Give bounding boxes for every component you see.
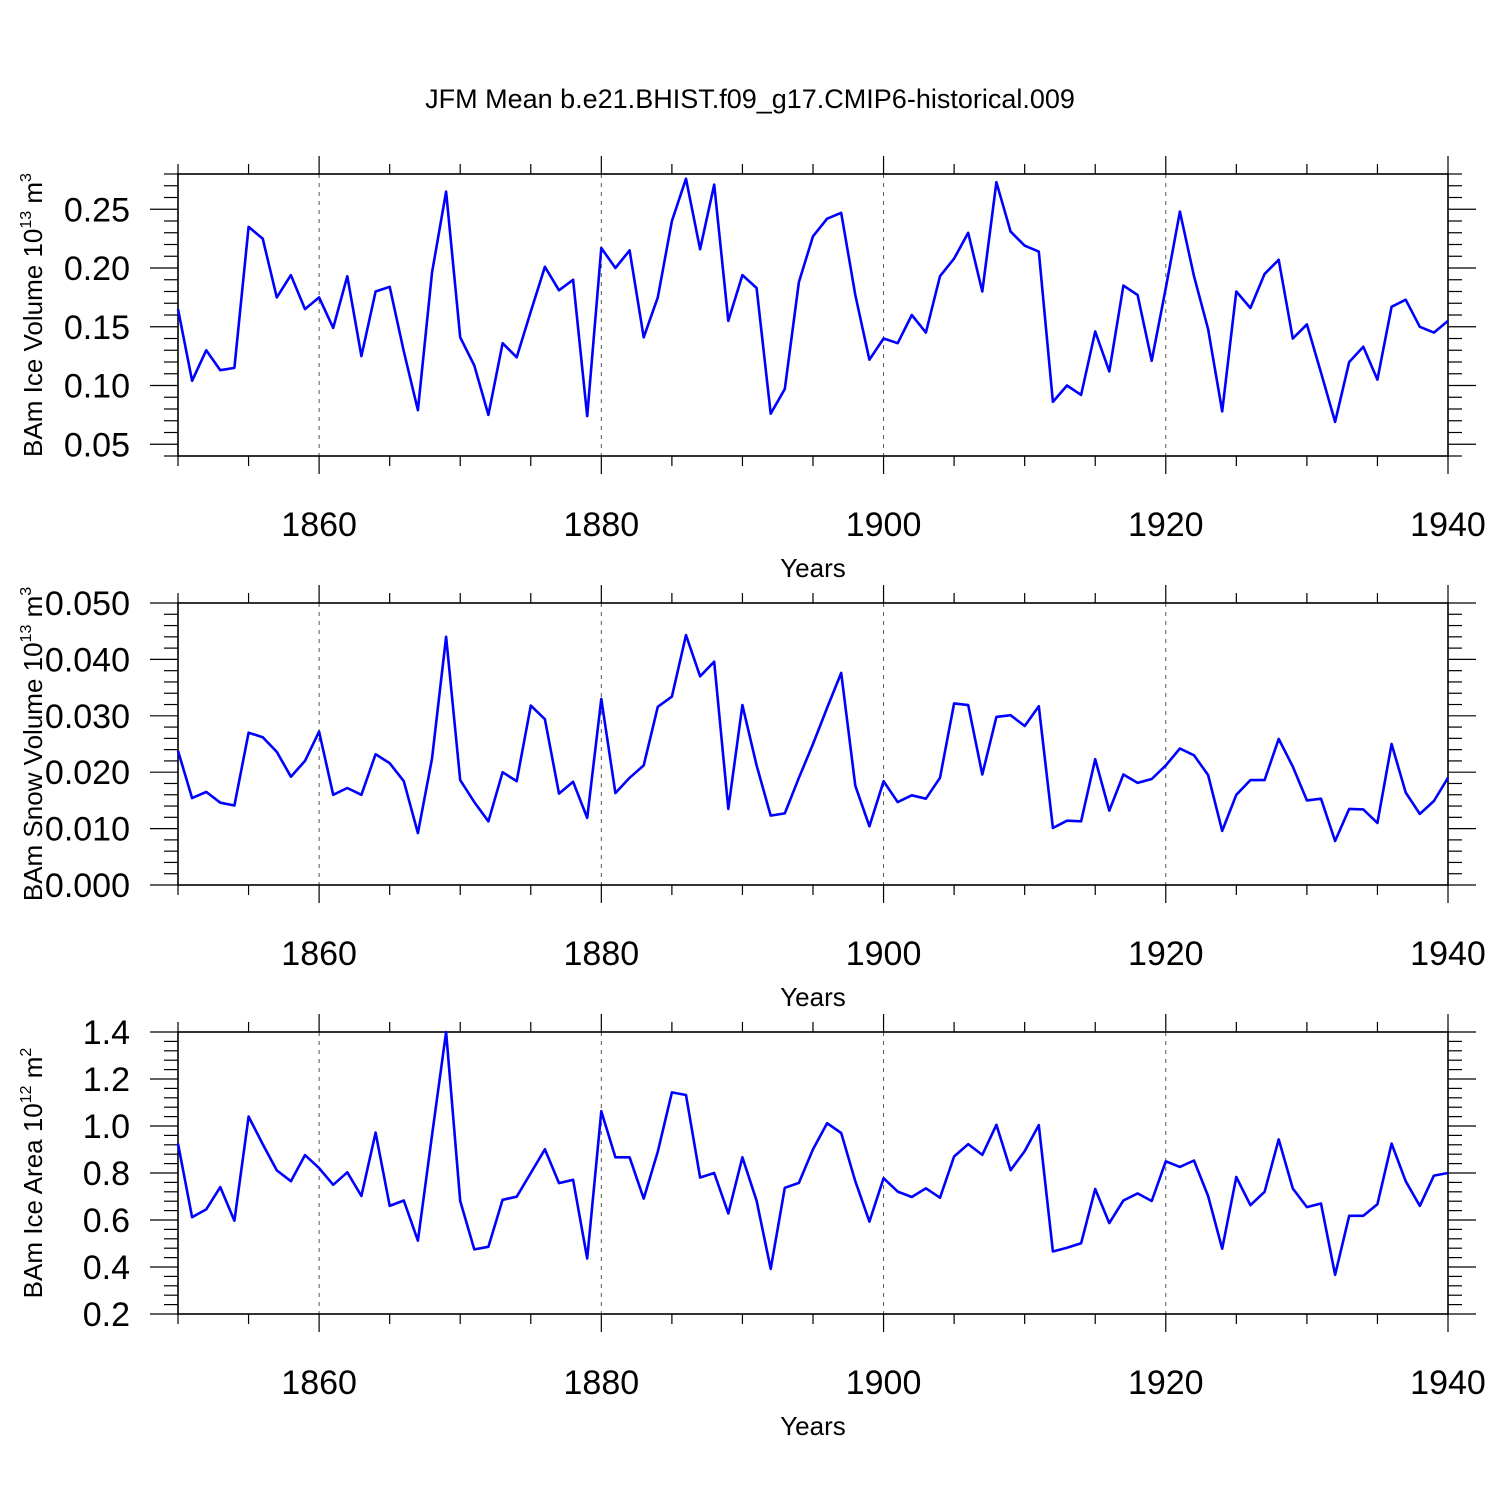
x-axis-title: Years bbox=[780, 553, 846, 583]
series-line bbox=[176, 1030, 1449, 1277]
y-axis-title: BAm Ice Volume 1013 m3 bbox=[18, 173, 48, 457]
x-tick-label: 1940 bbox=[1410, 1364, 1486, 1402]
panel-2: 0.000 0.010 0.020 0.030 0.040 0.050 1860 1880 19… bbox=[18, 585, 1486, 1012]
x-tick-label: 1900 bbox=[846, 935, 922, 973]
y-tick-label: 0.25 bbox=[64, 191, 130, 229]
y-tick-label: 0.040 bbox=[45, 641, 130, 679]
series-line bbox=[176, 633, 1450, 843]
y-tick-label: 0.2 bbox=[83, 1296, 130, 1334]
panel-3: 0.2 0.4 0.6 0.8 1.0 1.2 1.4 1860 1880 1900 1920 194… bbox=[18, 1014, 1486, 1441]
y-tick-label: 0.050 bbox=[45, 585, 130, 623]
y-tick-label: 0.15 bbox=[64, 309, 130, 347]
x-tick-label: 1920 bbox=[1128, 506, 1204, 544]
y-tick-label: 0.000 bbox=[45, 867, 130, 905]
x-axis-title: Years bbox=[780, 1411, 846, 1441]
x-tick-label: 1860 bbox=[281, 935, 357, 973]
x-tick-label: 1920 bbox=[1128, 935, 1204, 973]
y-tick-label: 1.0 bbox=[83, 1108, 130, 1146]
y-tick-label: 0.8 bbox=[83, 1155, 130, 1193]
x-tick-label: 1880 bbox=[564, 506, 640, 544]
x-tick-label: 1860 bbox=[281, 506, 357, 544]
y-axis-title: BAm Snow Volume 1013 m3 bbox=[18, 587, 48, 901]
y-tick-label: 0.030 bbox=[45, 698, 130, 736]
x-axis-title: Years bbox=[780, 982, 846, 1012]
x-tick-label: 1880 bbox=[564, 1364, 640, 1402]
x-tick-label: 1920 bbox=[1128, 1364, 1204, 1402]
x-tick-label: 1860 bbox=[281, 1364, 357, 1402]
y-tick-label: 1.4 bbox=[83, 1014, 130, 1052]
plot-frame bbox=[177, 173, 1449, 457]
y-tick-label: 1.2 bbox=[83, 1061, 130, 1099]
x-tick-label: 1880 bbox=[564, 935, 640, 973]
x-tick-label: 1900 bbox=[846, 506, 922, 544]
x-tick-label: 1940 bbox=[1410, 935, 1486, 973]
chart-title: JFM Mean b.e21.BHIST.f09_g17.CMIP6-histo… bbox=[425, 84, 1075, 114]
y-tick-label: 0.4 bbox=[83, 1249, 130, 1287]
y-tick-label: 0.6 bbox=[83, 1202, 130, 1240]
x-tick-label: 1900 bbox=[846, 1364, 922, 1402]
x-tick-label: 1940 bbox=[1410, 506, 1486, 544]
panel-1: 0.05 0.10 0.15 0.20 0.25 1860 1880 1900 1920 1940… bbox=[18, 156, 1486, 583]
y-tick-label: 0.20 bbox=[64, 250, 130, 288]
y-tick-label: 0.05 bbox=[64, 426, 130, 464]
series-line bbox=[176, 177, 1449, 424]
y-tick-label: 0.10 bbox=[64, 368, 130, 406]
y-tick-label: 0.020 bbox=[45, 754, 130, 792]
y-axis-title: BAm Ice Area 1012 m2 bbox=[18, 1048, 48, 1299]
plot-frame bbox=[177, 1031, 1449, 1315]
y-tick-label: 0.010 bbox=[45, 811, 130, 849]
